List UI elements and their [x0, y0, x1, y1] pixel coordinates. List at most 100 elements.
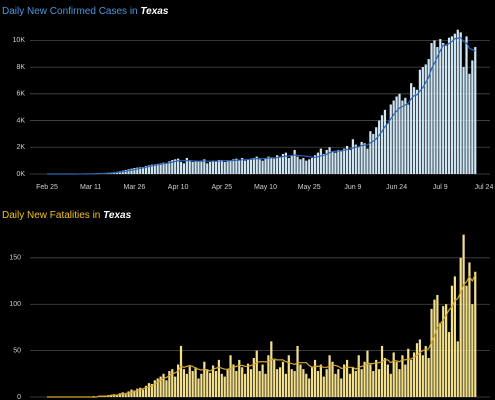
bar — [197, 378, 200, 397]
y-tick-label: 0K — [16, 171, 25, 178]
bar — [217, 359, 220, 397]
bar — [392, 352, 395, 397]
bar — [319, 148, 322, 174]
bar — [337, 149, 340, 174]
bar — [331, 361, 334, 397]
bar — [118, 393, 121, 397]
bar — [354, 371, 357, 397]
bar — [273, 158, 276, 174]
bar — [322, 376, 325, 397]
bar — [220, 159, 223, 174]
bar — [243, 160, 247, 174]
bar — [185, 373, 188, 397]
y-tick-label: 4K — [16, 117, 25, 124]
bar — [340, 151, 343, 174]
bar — [267, 156, 270, 174]
bar — [241, 367, 244, 397]
y-tick-label: 50 — [13, 347, 21, 354]
bar — [179, 345, 183, 397]
bar — [471, 304, 474, 397]
x-tick-label: Apr 25 — [211, 184, 232, 191]
bar — [200, 160, 203, 174]
bar — [363, 143, 366, 174]
bar — [179, 161, 183, 174]
bar — [214, 371, 218, 397]
bar — [287, 157, 290, 174]
bar — [293, 371, 296, 397]
bar — [421, 67, 424, 174]
bar — [383, 109, 387, 174]
bar — [389, 373, 392, 397]
title-text: Daily New Confirmed Cases in — [2, 6, 138, 17]
bar — [415, 343, 419, 397]
bar — [447, 332, 451, 397]
bar — [246, 159, 250, 174]
bar — [188, 366, 191, 397]
bar — [386, 364, 389, 397]
bar — [433, 40, 436, 175]
bar — [144, 165, 148, 174]
bar — [343, 364, 346, 397]
bar — [246, 363, 250, 397]
bar — [453, 33, 456, 174]
bar — [308, 159, 311, 174]
bar — [380, 115, 384, 174]
bar — [430, 308, 433, 397]
bar — [194, 160, 197, 174]
bar — [232, 364, 235, 397]
bar — [465, 285, 468, 397]
bar — [424, 64, 427, 174]
bar — [287, 355, 290, 397]
bar — [176, 364, 180, 397]
bar — [372, 371, 375, 397]
bar — [209, 372, 212, 397]
bar — [159, 163, 162, 174]
bar — [255, 350, 258, 397]
bar — [284, 152, 288, 174]
bar — [136, 388, 139, 397]
bar — [270, 341, 273, 397]
bar — [217, 159, 220, 174]
bar — [264, 157, 267, 174]
bar — [133, 167, 136, 174]
y-tick-label: 100 — [9, 301, 21, 308]
bar — [462, 234, 465, 397]
bar — [203, 361, 206, 397]
bar — [252, 157, 255, 174]
bar — [366, 350, 369, 397]
bar — [191, 161, 194, 174]
bar — [168, 371, 171, 397]
chart-title: Daily New Confirmed Cases in Texas — [2, 6, 169, 17]
bar — [276, 369, 279, 397]
bar — [401, 100, 404, 174]
bar — [404, 364, 407, 397]
bar — [313, 359, 317, 397]
bar — [328, 147, 331, 174]
bar — [139, 167, 142, 174]
title-state: Texas — [103, 210, 131, 221]
bar — [115, 395, 119, 397]
y-tick-label: 0 — [17, 394, 21, 400]
bar — [206, 369, 209, 397]
bar — [334, 373, 337, 397]
bar — [412, 352, 416, 397]
bar — [226, 161, 229, 174]
bar — [223, 161, 226, 174]
bar — [453, 276, 456, 397]
bar — [194, 367, 197, 397]
bar — [185, 157, 188, 174]
bar — [348, 373, 352, 397]
bar — [418, 339, 422, 397]
bar — [281, 361, 285, 397]
bar — [340, 378, 343, 397]
bar — [398, 93, 401, 174]
bar — [410, 359, 413, 397]
bar — [290, 155, 293, 174]
bar — [200, 373, 203, 397]
bar — [348, 149, 352, 174]
bar — [153, 164, 156, 174]
bar — [223, 376, 226, 397]
y-tick-label: 150 — [9, 255, 21, 262]
bar — [450, 285, 454, 397]
